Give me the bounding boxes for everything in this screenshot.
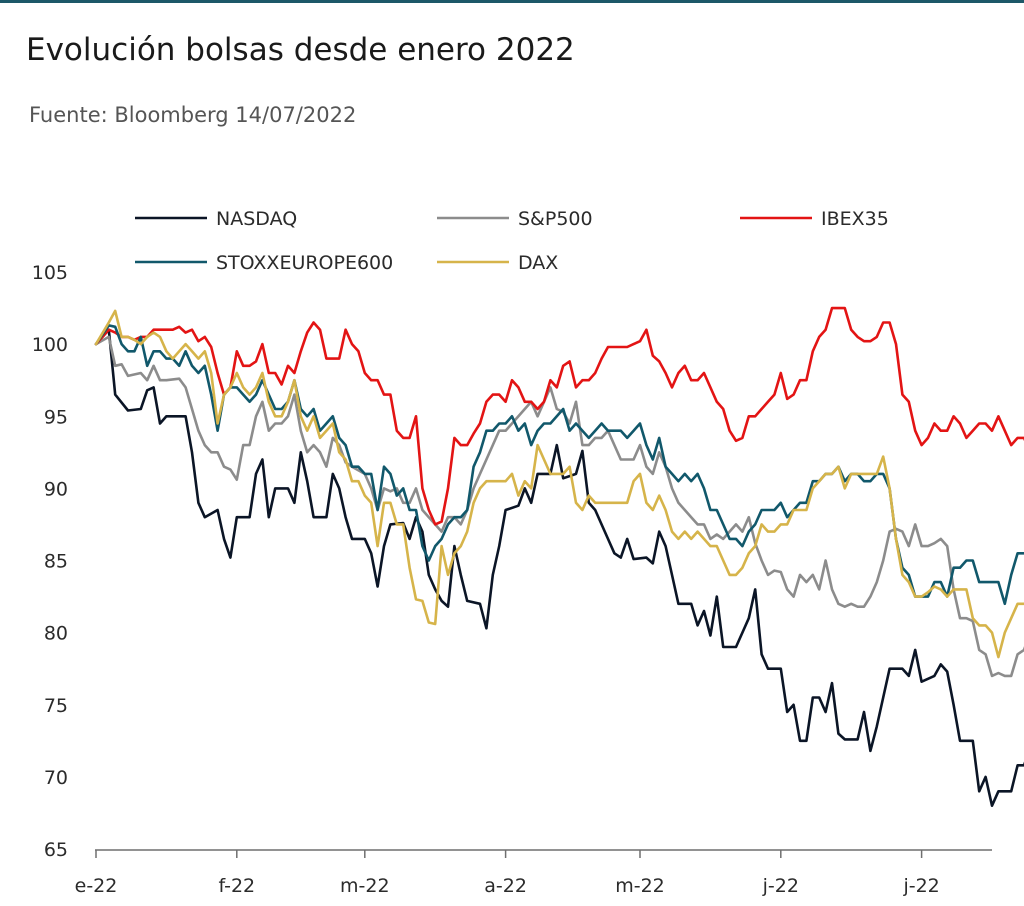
series-line-dax (94, 309, 1024, 659)
x-tick-label: m-22 (615, 875, 665, 897)
y-tick-label: 85 (44, 551, 68, 573)
y-tick-label: 65 (44, 839, 68, 861)
legend-label-dax: DAX (518, 252, 558, 274)
legend-label-stoxxeurope600: STOXXEUROPE600 (216, 252, 393, 274)
x-tick-label: j-22 (902, 875, 939, 897)
series-line-ibex35 (94, 306, 1024, 526)
source-note: Fuente: Bloomberg 14/07/2022 (29, 103, 357, 127)
x-tick-label: a-22 (484, 875, 527, 897)
top-rule (0, 0, 1024, 3)
y-tick-label: 75 (44, 695, 68, 717)
y-tick-label: 70 (44, 767, 68, 789)
x-tick-label: m-22 (340, 875, 390, 897)
legend-label-nasdaq: NASDAQ (216, 208, 297, 230)
legend: NASDAQ S&P500 IBEX35 STOXXEUROPE600 DAX (135, 208, 889, 274)
series-line-s-p500 (94, 335, 1024, 678)
x-tick-label: j-22 (762, 875, 799, 897)
legend-label-ibex35: IBEX35 (821, 208, 889, 230)
x-tick-label: e-22 (75, 875, 118, 897)
chart-title: Evolución bolsas desde enero 2022 (26, 32, 575, 68)
x-tick-label: f-22 (218, 875, 255, 897)
y-axis: 65 70 75 80 85 90 95 100 105 (32, 262, 68, 861)
legend-label-s-p500: S&P500 (518, 208, 593, 230)
y-tick-label: 100 (32, 334, 68, 356)
plot-area (94, 306, 1024, 807)
series-line-nasdaq (94, 328, 1024, 807)
y-tick-label: 105 (32, 262, 68, 284)
y-tick-label: 90 (44, 478, 68, 500)
y-tick-label: 95 (44, 406, 68, 428)
x-axis: e-22 f-22 m-22 a-22 m-22 j-22 j-22 (75, 849, 992, 897)
y-tick-label: 80 (44, 623, 68, 645)
